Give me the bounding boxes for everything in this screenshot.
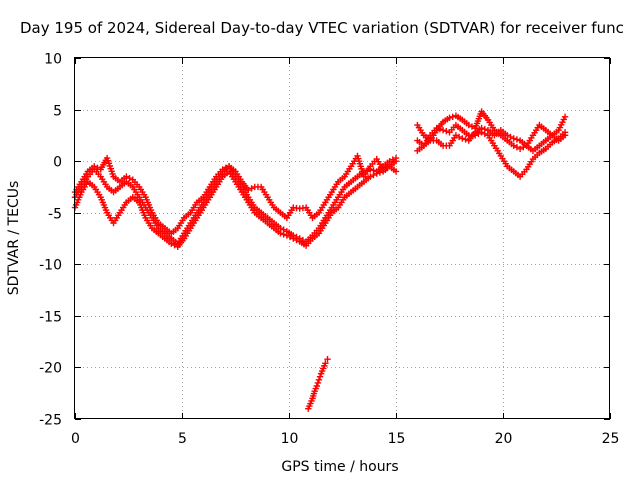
series-track-d <box>414 108 569 152</box>
data-point <box>510 135 517 142</box>
data-point <box>277 230 284 237</box>
data-point <box>379 166 387 173</box>
data-point <box>367 173 374 180</box>
data-point <box>314 379 322 387</box>
data-point <box>561 113 569 120</box>
data-point <box>455 133 463 141</box>
data-point <box>446 114 453 122</box>
x-axis-label: GPS time / hours <box>281 459 398 475</box>
data-point <box>481 125 489 133</box>
data-point <box>245 186 252 194</box>
grid <box>75 58 610 419</box>
data-point <box>504 132 511 139</box>
data-point <box>283 232 291 239</box>
data-point <box>222 164 230 172</box>
data-point <box>392 168 400 175</box>
data-point <box>452 132 460 139</box>
data-point <box>439 127 447 134</box>
data-point <box>376 169 384 176</box>
data-point <box>286 233 294 241</box>
data-point <box>370 171 377 179</box>
y-tick-label: -5 <box>48 207 62 223</box>
data-point <box>507 133 514 141</box>
data-point <box>248 185 255 192</box>
data-point <box>468 123 476 130</box>
y-tick-label: -20 <box>39 361 62 377</box>
data-point <box>322 360 329 367</box>
series-track-c <box>71 152 400 237</box>
data-point <box>315 376 323 384</box>
data-point <box>280 231 287 238</box>
data-point <box>462 136 469 143</box>
data-point <box>513 136 521 143</box>
data-points <box>71 108 569 412</box>
x-tick-label: 5 <box>178 431 187 447</box>
data-point <box>316 373 324 380</box>
x-tick-label: 0 <box>71 431 80 447</box>
data-point <box>94 164 101 172</box>
data-point <box>299 236 307 244</box>
data-point <box>219 166 226 173</box>
x-tick-label: 15 <box>388 431 406 447</box>
chart-title: Day 195 of 2024, Sidereal Day-to-day VTE… <box>20 19 624 37</box>
data-point <box>465 121 472 129</box>
data-point <box>389 156 396 163</box>
x-tick-label: 25 <box>602 431 620 447</box>
data-point <box>91 163 98 170</box>
data-point <box>383 164 390 172</box>
data-point <box>510 142 517 149</box>
data-point <box>433 124 440 132</box>
data-point <box>290 235 297 242</box>
data-point <box>516 145 524 152</box>
axis-ticks <box>75 58 611 420</box>
y-tick-label: 5 <box>53 104 62 120</box>
data-point <box>449 113 456 120</box>
data-point <box>324 355 331 363</box>
data-point <box>436 125 444 133</box>
data-point <box>168 240 175 247</box>
data-point <box>459 135 466 142</box>
y-tick-label: -25 <box>39 413 62 429</box>
data-point <box>561 132 569 139</box>
data-point <box>126 174 133 182</box>
data-point <box>520 144 527 151</box>
data-point <box>123 173 130 180</box>
y-tick-label: -10 <box>39 258 62 274</box>
data-point <box>392 157 400 165</box>
y-tick-label: -15 <box>39 310 62 326</box>
data-point <box>443 128 450 135</box>
x-tick-label: 20 <box>495 431 513 447</box>
data-point <box>513 144 521 151</box>
series-track-g <box>305 355 331 412</box>
data-point <box>293 236 300 244</box>
y-axis-label: SDTVAR / TECUs <box>6 181 22 296</box>
x-tick-label: 10 <box>281 431 299 447</box>
y-tick-label: 0 <box>53 155 62 171</box>
y-tick-label: 10 <box>44 52 62 68</box>
plot-frame <box>74 57 610 419</box>
data-point <box>313 382 321 390</box>
data-point <box>478 124 485 132</box>
data-point <box>373 170 380 177</box>
tick-labels: 0 5 10 15 20 25 -25 -20 -15 -10 -5 0 5 10 <box>39 52 619 448</box>
series-track-f <box>414 124 569 155</box>
